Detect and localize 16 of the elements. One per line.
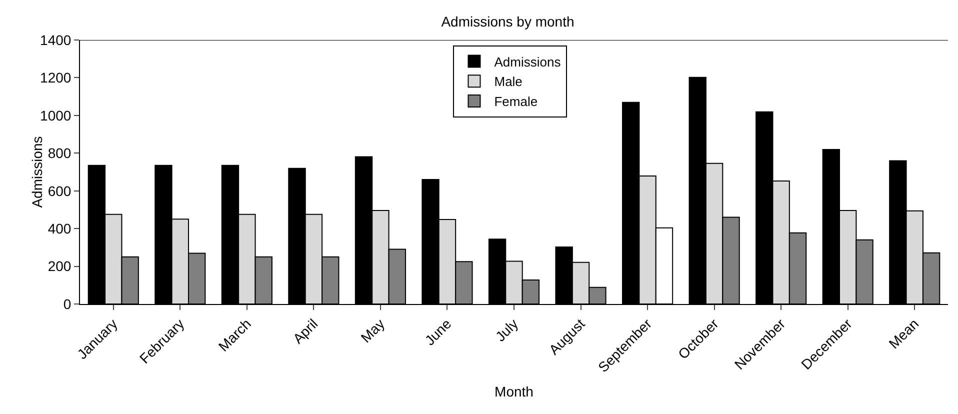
y-axis-title: Admissions [29, 136, 45, 208]
y-tick-label: 1200 [40, 70, 72, 86]
y-tick-label: 1000 [40, 107, 72, 124]
x-axis-title: Month [494, 384, 534, 400]
y-tick-label: 0 [63, 296, 72, 312]
legend-label: Male [494, 74, 522, 90]
y-tick-label: 600 [48, 182, 72, 199]
y-tick-label: 1400 [40, 32, 72, 48]
y-tick-label: 800 [48, 145, 72, 162]
y-tick-label: 400 [48, 220, 72, 236]
chart-title: Admissions by month [441, 13, 574, 30]
y-tick-label: 200 [48, 258, 72, 274]
x-tick-label: July [492, 316, 522, 344]
legend-label: Admissions [494, 54, 562, 70]
x-tick-label: May [358, 316, 388, 346]
legend-label: Female [494, 94, 538, 110]
